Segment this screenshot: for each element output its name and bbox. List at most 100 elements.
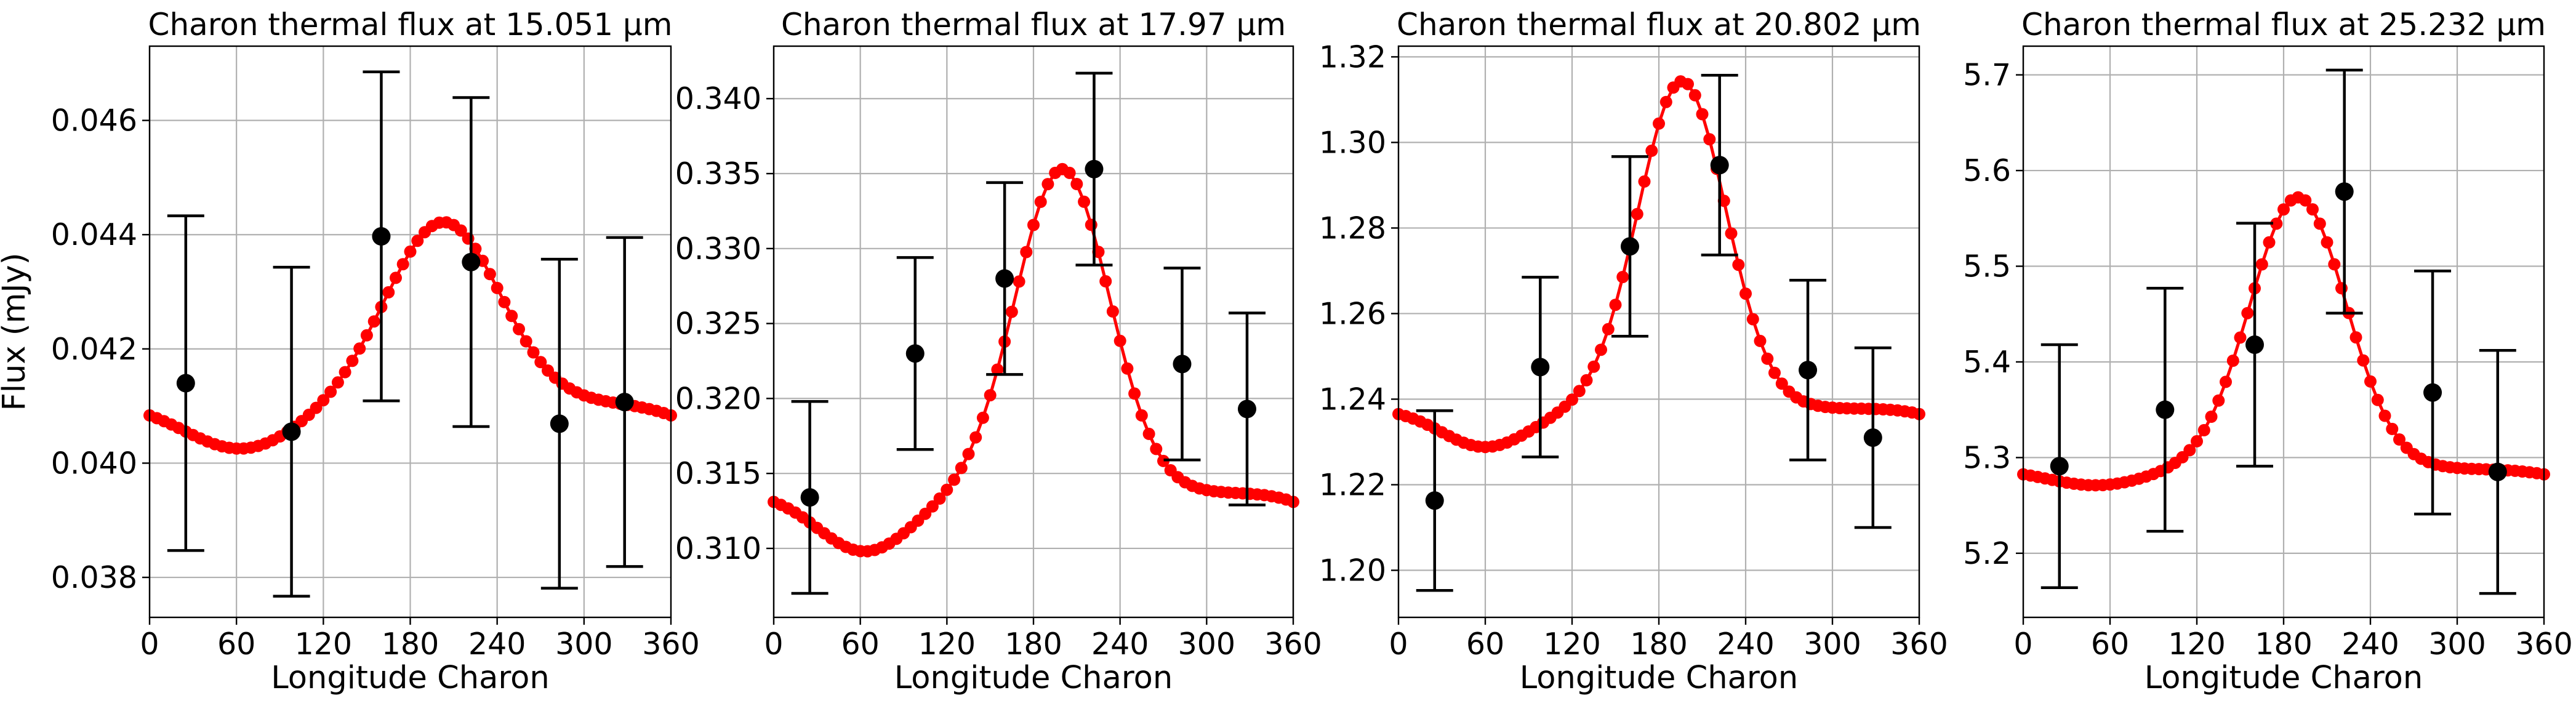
y-tick-label: 0.042 — [51, 332, 137, 367]
x-tick-label: 180 — [2255, 627, 2313, 662]
model-point — [2321, 236, 2333, 249]
observed-point — [2156, 400, 2175, 419]
model-point — [2255, 258, 2268, 271]
observed-point — [1425, 491, 1444, 510]
chart-panel-4: 0 60 120 180 240 300 360 5.2 5.3 5.4 5.5 5.6 5.7 Char… — [1963, 7, 2573, 696]
x-axis-label: Longitude Charon — [2145, 660, 2423, 696]
model-point — [1595, 343, 1607, 356]
x-tick-label: 300 — [1804, 627, 1861, 662]
model-point — [527, 346, 540, 359]
y-tick-label: 0.046 — [51, 103, 137, 138]
model-point — [1645, 144, 1658, 157]
model-point — [962, 447, 975, 460]
model-point — [483, 268, 496, 281]
model-point — [1775, 377, 1788, 390]
model-point — [1725, 227, 1738, 240]
y-tick-label: 5.2 — [1963, 536, 2011, 571]
chart-panel-2: 0 60 120 180 240 300 360 0.310 0.315 0.320 0.325 0.… — [675, 7, 1322, 696]
model-point — [2270, 217, 2283, 230]
model-point — [2349, 331, 2362, 344]
model-point — [933, 492, 946, 505]
observed-point — [1085, 159, 1104, 179]
model-point — [324, 385, 337, 398]
model-point — [1602, 323, 1615, 335]
observed-point — [2245, 335, 2264, 354]
model-point — [1703, 133, 1716, 146]
x-axis-label: Longitude Charon — [1520, 660, 1798, 696]
x-tick-label: 60 — [841, 627, 879, 662]
model-point — [534, 356, 547, 369]
model-point — [976, 411, 989, 424]
model-point — [404, 245, 417, 258]
x-tick-label: 120 — [1543, 627, 1601, 662]
x-tick-label: 120 — [295, 627, 353, 662]
observed-point — [905, 344, 925, 363]
model-point — [1696, 108, 1709, 121]
model-point — [1580, 374, 1593, 387]
model-point — [1739, 287, 1752, 300]
model-point — [2234, 331, 2247, 344]
model-point — [346, 355, 359, 367]
y-tick-label: 0.038 — [51, 560, 137, 595]
x-tick-label: 180 — [1630, 627, 1688, 662]
observed-point — [1237, 399, 1256, 419]
model-point — [360, 329, 373, 342]
chart-title: Charon thermal flux at 25.232 μm — [2021, 7, 2546, 42]
model-point — [2328, 258, 2341, 271]
y-tick-label: 1.32 — [1319, 39, 1386, 74]
model-point — [491, 281, 504, 294]
x-tick-label: 240 — [468, 627, 526, 662]
model-point — [1157, 454, 1170, 467]
y-tick-label: 5.5 — [1963, 249, 2011, 284]
observed-point — [1173, 355, 1192, 374]
x-tick-label: 0 — [764, 627, 783, 662]
y-tick-label: 1.26 — [1319, 296, 1386, 331]
model-point — [2378, 409, 2391, 422]
observed-point — [462, 252, 481, 271]
x-tick-label: 120 — [2168, 627, 2226, 662]
x-tick-label: 300 — [2428, 627, 2486, 662]
model-point — [1688, 89, 1701, 102]
model-point — [1128, 387, 1141, 400]
x-tick-label: 240 — [1091, 627, 1149, 662]
model-point — [1121, 362, 1134, 375]
model-point — [2335, 282, 2348, 295]
model-point — [1682, 78, 1694, 90]
chart-title: Charon thermal flux at 20.802 μm — [1397, 7, 1921, 42]
model-point — [1754, 334, 1767, 347]
model-point — [513, 323, 525, 335]
model-point — [1142, 427, 1155, 440]
observed-point — [1863, 428, 1882, 447]
model-point — [1573, 385, 1586, 398]
y-tick-label: 0.340 — [675, 81, 761, 116]
chart-title: Charon thermal flux at 17.97 μm — [781, 7, 1286, 42]
observed-point — [550, 414, 569, 433]
x-tick-label: 360 — [2515, 627, 2573, 662]
y-tick-label: 0.325 — [675, 307, 761, 342]
x-tick-label: 300 — [555, 627, 613, 662]
model-point — [1761, 352, 1774, 365]
y-tick-label: 0.330 — [675, 231, 761, 267]
observed-point — [2423, 383, 2442, 402]
x-tick-label: 300 — [1178, 627, 1236, 662]
model-point — [2277, 203, 2290, 216]
y-tick-label: 0.040 — [51, 446, 137, 481]
y-tick-label: 5.7 — [1963, 58, 2011, 93]
model-point — [2357, 354, 2370, 367]
model-point — [317, 394, 330, 407]
model-point — [2197, 423, 2210, 436]
y-tick-label: 1.22 — [1319, 468, 1386, 503]
observed-point — [2488, 462, 2507, 481]
model-point — [1566, 393, 1578, 406]
model-point — [2263, 236, 2276, 249]
model-point — [2212, 394, 2225, 407]
model-point — [339, 366, 351, 379]
model-point — [462, 232, 475, 245]
model-point — [2364, 375, 2377, 388]
y-tick-label: 0.335 — [675, 156, 761, 191]
model-point — [1106, 305, 1119, 318]
y-tick-label: 0.310 — [675, 531, 761, 566]
model-point — [390, 271, 402, 284]
model-point — [1746, 313, 1759, 326]
y-tick-label: 1.20 — [1319, 553, 1386, 588]
